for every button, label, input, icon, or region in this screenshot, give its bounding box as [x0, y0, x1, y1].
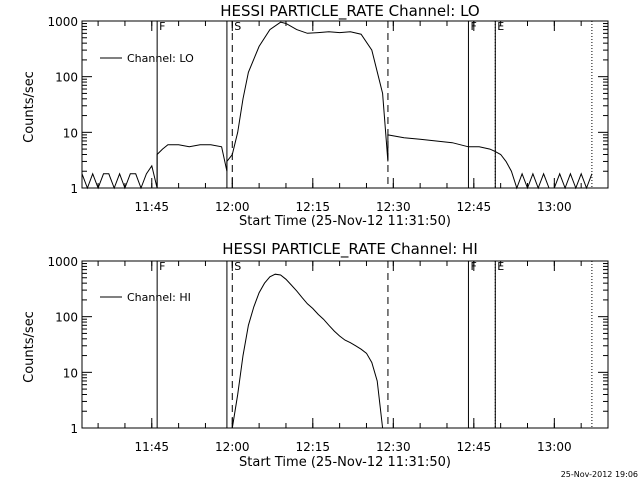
y-tick-label: 1000: [47, 15, 78, 29]
x-tick-label: 13:00: [537, 200, 572, 214]
event-marker-label: F: [159, 20, 165, 33]
event-marker-label: S: [234, 260, 241, 273]
chart-panel-hi: HESSI PARTICLE_RATE Channel: HI 1 10 100 10…: [22, 240, 609, 470]
y-tick-label: 1000: [47, 255, 78, 269]
event-marker-label: F: [470, 260, 476, 273]
x-tick-label: 11:45: [134, 440, 169, 454]
y-tick-label: 100: [55, 311, 78, 325]
x-tick-label: 12:00: [215, 440, 250, 454]
x-tick-label: 12:15: [295, 440, 330, 454]
event-marker-label: F: [159, 260, 165, 273]
x-tick-label: 13:00: [537, 440, 572, 454]
x-tick-label: 12:30: [376, 200, 411, 214]
x-tick-label: 12:15: [295, 200, 330, 214]
y-tick-label: 1: [70, 422, 78, 436]
legend-label-lo: Channel: LO: [127, 52, 194, 65]
event-marker-label: E: [497, 260, 504, 273]
plot-frame-lo: [81, 20, 609, 189]
chart-title-hi: HESSI PARTICLE_RATE Channel: HI: [222, 240, 478, 259]
event-marker-label: F: [470, 20, 476, 33]
event-marker-label: S: [234, 20, 241, 33]
y-tick-label: 100: [55, 71, 78, 85]
series-line-hi: [231, 273, 384, 429]
x-axis-label-hi: Start Time (25-Nov-12 11:31:50): [239, 455, 451, 470]
y-axis-label-hi: Counts/sec: [22, 311, 37, 383]
timestamp-stamp: 25-Nov-2012 19:06: [561, 470, 638, 479]
x-tick-label: 12:45: [457, 200, 492, 214]
legend-label-hi: Channel: HI: [127, 291, 191, 304]
plot-area-lo: 1 10 100 1000 11:45 12:00 12:15 12:30 12:45 13:00…: [47, 15, 609, 214]
chart-panel-lo: HESSI PARTICLE_RATE Channel: LO 1 10 100 10…: [22, 2, 609, 229]
event-marker-label: E: [497, 20, 504, 33]
x-tick-label: 11:45: [134, 200, 169, 214]
y-tick-label: 1: [70, 182, 78, 196]
plot-area-hi: 1 10 100 1000 11:45 12:00 12:15 12:30 12:45 13:00…: [47, 255, 609, 454]
x-tick-label: 12:45: [457, 440, 492, 454]
y-tick-label: 10: [63, 126, 78, 140]
x-tick-label: 12:00: [215, 200, 250, 214]
y-tick-label: 10: [63, 366, 78, 380]
series-line-lo: [81, 21, 593, 190]
y-axis-label-lo: Counts/sec: [22, 71, 37, 143]
plot-frame-hi: [81, 260, 609, 429]
x-axis-label-lo: Start Time (25-Nov-12 11:31:50): [239, 214, 451, 229]
x-tick-label: 12:30: [376, 440, 411, 454]
chart-title-lo: HESSI PARTICLE_RATE Channel: LO: [220, 2, 479, 21]
